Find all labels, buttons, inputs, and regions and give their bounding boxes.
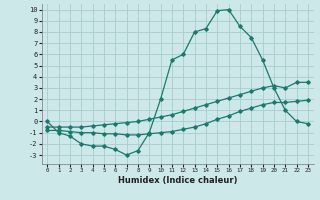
X-axis label: Humidex (Indice chaleur): Humidex (Indice chaleur) (118, 176, 237, 185)
